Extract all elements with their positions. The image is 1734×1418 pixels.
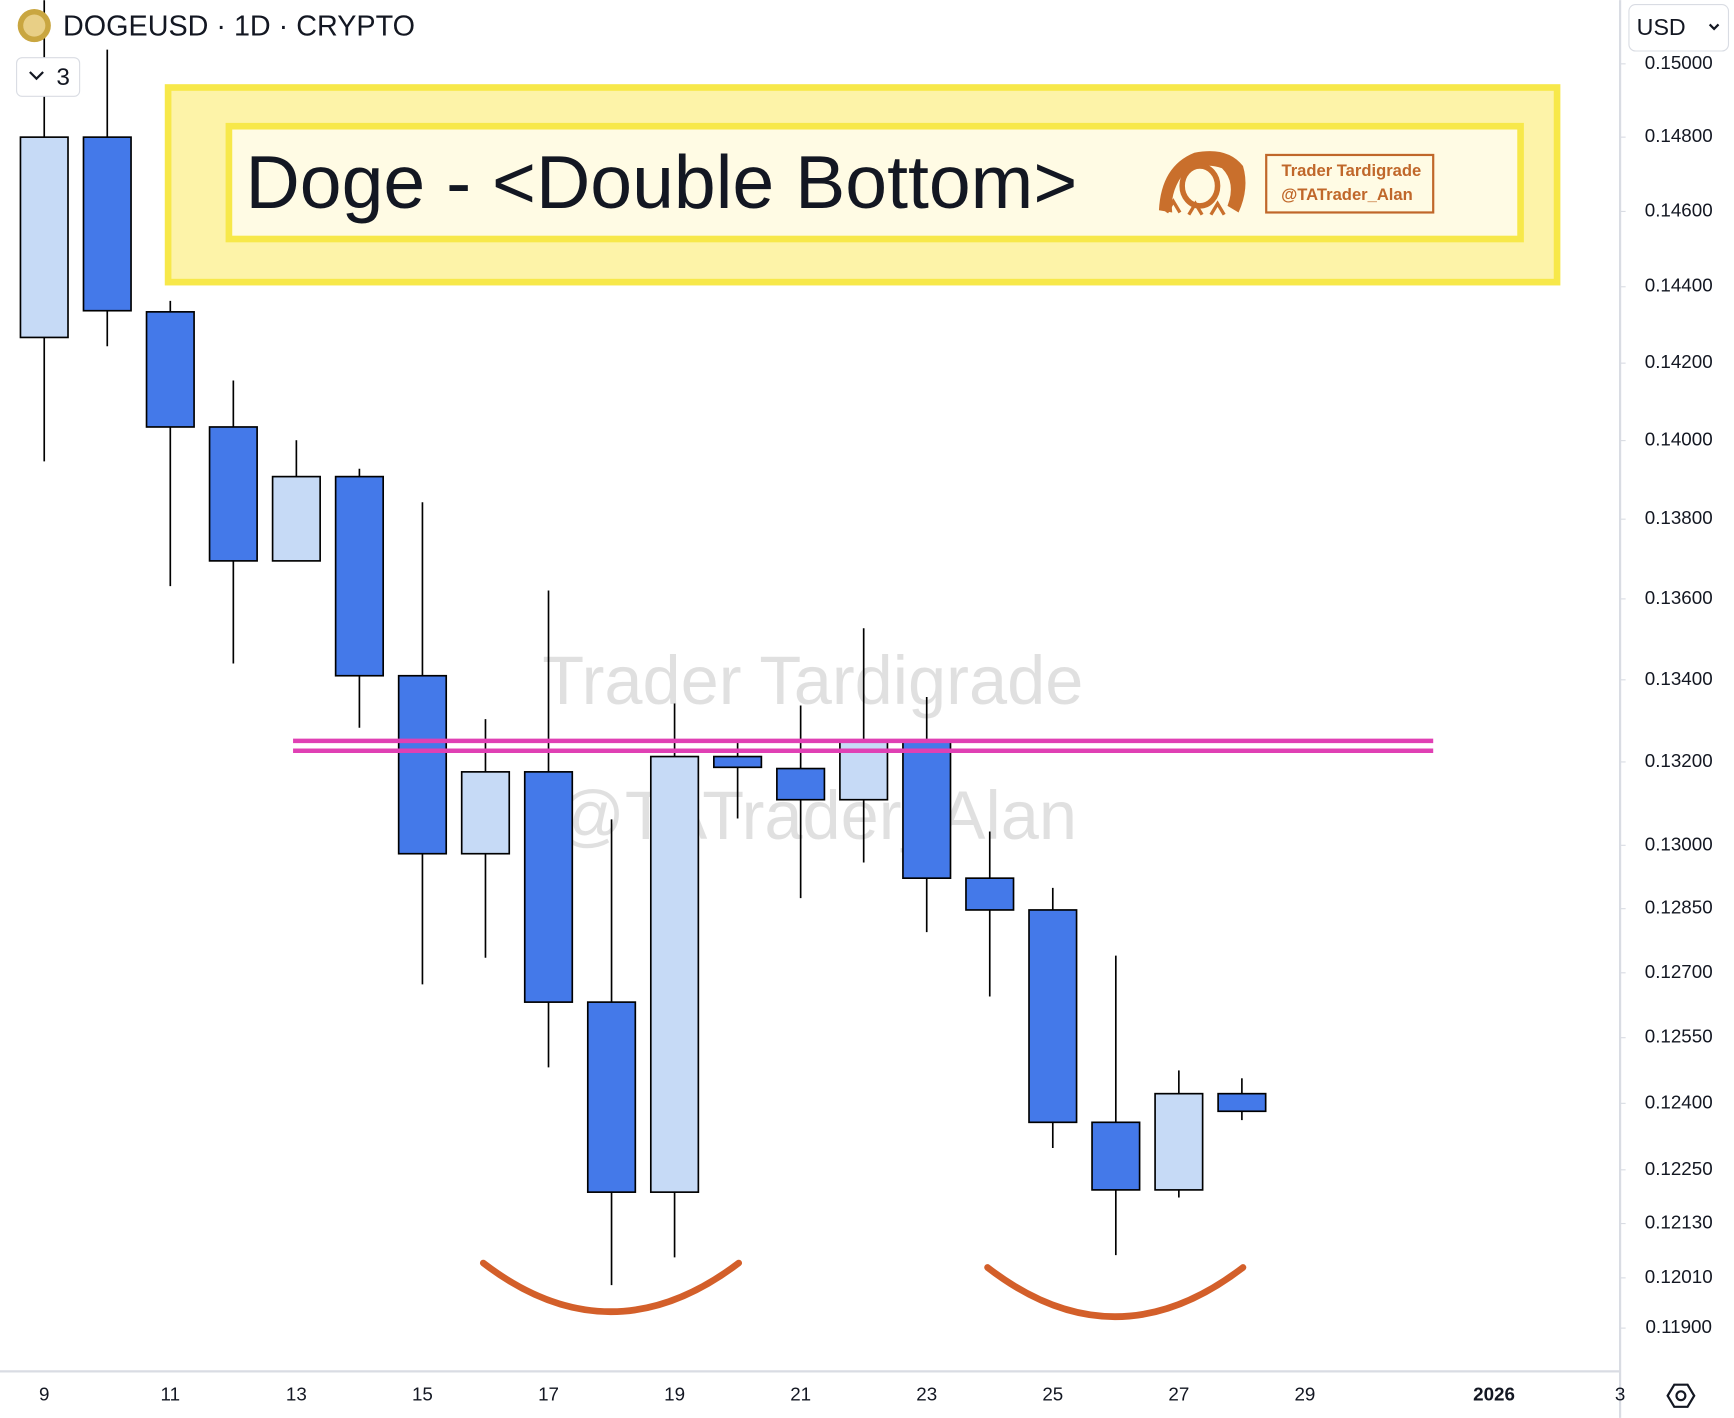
x-tick-label: 29 [1294,1384,1315,1405]
candle-body [1154,1092,1204,1191]
settings-button[interactable] [1666,1383,1696,1408]
y-tick-label: 0.13800 [1645,507,1713,528]
x-tick-label: 17 [538,1384,559,1405]
y-tick-label: 0.14800 [1645,125,1713,146]
y-tick-label: 0.12010 [1645,1266,1713,1287]
x-tick-label: 13 [286,1384,307,1405]
candle-body [776,767,826,801]
y-tick-label: 0.14000 [1645,429,1713,450]
brand-box [1265,153,1435,214]
y-tick-label: 0.12250 [1645,1158,1713,1179]
x-tick-label: 23 [916,1384,937,1405]
candle-body [208,426,258,562]
y-tick-label: 0.12130 [1645,1212,1713,1233]
candle-body [145,311,195,428]
candle-body [713,755,763,769]
candle-body [271,475,321,562]
x-tick-label: 21 [790,1384,811,1405]
candle-body [19,136,69,339]
candle-body [523,771,574,1003]
candle-body [1091,1121,1141,1191]
y-tick-label: 0.11900 [1645,1316,1712,1337]
x-tick-label: 15 [412,1384,433,1405]
candle-body [965,877,1015,911]
indicator-toggle[interactable] [16,57,81,97]
bottom-arc [984,1264,1247,1320]
x-tick-label: 3 [1615,1384,1625,1405]
symbol-icon [23,14,46,37]
bottom-arc [479,1259,743,1316]
y-tick-label: 0.12400 [1645,1091,1713,1112]
x-tick-label: 25 [1042,1384,1063,1405]
candle-body [902,740,952,879]
chevron [1708,23,1720,31]
y-tick-label: 0.14400 [1645,275,1713,296]
y-tick-label: 0.12550 [1645,1026,1713,1047]
logo [1158,151,1246,216]
brand-handle: @TATrader_Alan [1281,185,1413,204]
y-tick-label: 0.13400 [1645,668,1713,689]
x-tick-label: 11 [161,1384,180,1405]
x-tick-label: 2026 [1473,1384,1515,1405]
x-tick-label: 19 [664,1384,685,1405]
indicator-count: 3 [56,64,70,91]
plot-area [19,0,1267,1286]
candle-body [1028,909,1078,1124]
y-tick-label: 0.14600 [1645,199,1713,220]
candle-body [334,475,385,677]
candle-body [1217,1092,1267,1113]
candle-body [460,771,511,855]
candle-body [649,755,700,1193]
currency-label: USD [1637,14,1686,40]
y-tick-label: 0.12700 [1645,961,1713,982]
candle-body [586,1001,637,1193]
currency-select[interactable] [1628,4,1730,52]
y-tick-label: 0.13200 [1645,750,1713,771]
watermark: Trader Tardigrade [542,642,1083,719]
candle-body [397,674,448,855]
settings-icon [1675,1390,1687,1402]
y-tick-label: 0.13000 [1645,833,1713,854]
y-tick-label: 0.15000 [1645,52,1713,73]
x-tick-label: 27 [1168,1384,1189,1405]
x-tick-label: 9 [39,1384,49,1405]
brand-name: Trader Tardigrade [1282,161,1422,180]
chevron [29,71,44,81]
symbol-title[interactable]: DOGEUSD · 1D · CRYPTO [63,10,415,42]
candle-body [82,136,132,312]
y-tick-label: 0.13600 [1645,587,1713,608]
banner-title: Doge - <Double Bottom> [246,140,1078,224]
y-tick-label: 0.14200 [1645,351,1713,372]
y-tick-label: 0.12850 [1645,897,1713,918]
